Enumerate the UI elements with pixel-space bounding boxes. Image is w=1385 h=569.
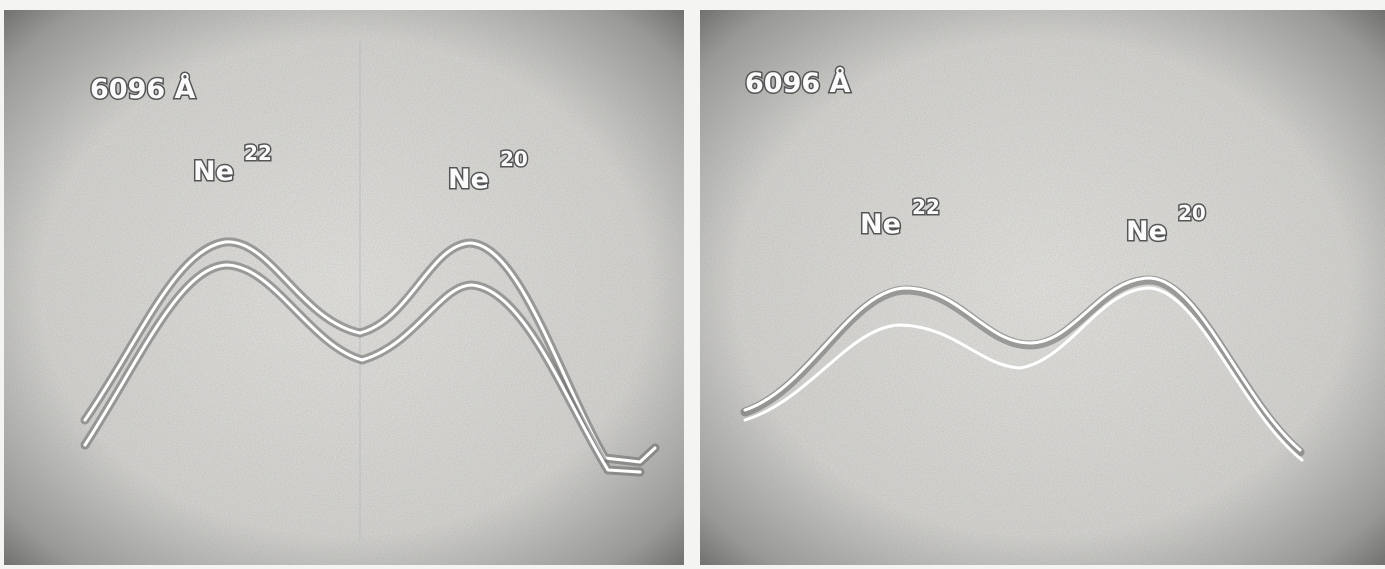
peak-element: Ne bbox=[860, 209, 901, 240]
peak-element: Ne bbox=[1126, 216, 1167, 247]
right-panel: 6096 Å Ne 22 Ne 20 bbox=[700, 10, 1385, 565]
peak-element: Ne bbox=[448, 164, 489, 195]
peak-isotope: 20 bbox=[1178, 201, 1206, 225]
peak-isotope: 20 bbox=[500, 147, 528, 171]
peak-isotope: 22 bbox=[244, 141, 272, 165]
peak-isotope: 22 bbox=[912, 195, 940, 219]
left-panel: 6096 Å Ne 22 Ne 20 bbox=[4, 10, 684, 565]
wavelength-label: 6096 Å bbox=[745, 67, 851, 99]
wavelength-label: 6096 Å bbox=[90, 73, 196, 105]
figure: 6096 Å Ne 22 Ne 20 6096 Å Ne 22 Ne 20 bbox=[0, 0, 1385, 569]
peak-element: Ne bbox=[193, 156, 234, 187]
